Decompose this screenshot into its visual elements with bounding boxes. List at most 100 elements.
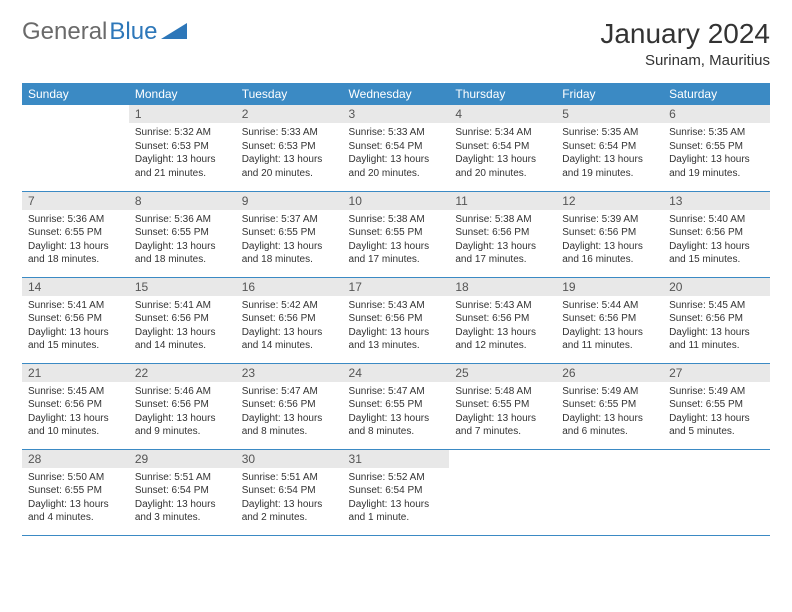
- calendar-day-cell: 13Sunrise: 5:40 AMSunset: 6:56 PMDayligh…: [663, 191, 770, 277]
- sunset-text: Sunset: 6:53 PM: [135, 140, 230, 154]
- day-details: Sunrise: 5:39 AMSunset: 6:56 PMDaylight:…: [556, 210, 663, 272]
- calendar-day-cell: 12Sunrise: 5:39 AMSunset: 6:56 PMDayligh…: [556, 191, 663, 277]
- day-details: Sunrise: 5:51 AMSunset: 6:54 PMDaylight:…: [236, 468, 343, 530]
- day-details: Sunrise: 5:38 AMSunset: 6:55 PMDaylight:…: [343, 210, 450, 272]
- sunset-text: Sunset: 6:54 PM: [135, 484, 230, 498]
- daylight-text: Daylight: 13 hours and 19 minutes.: [562, 153, 657, 180]
- day-number: 23: [236, 364, 343, 382]
- sunset-text: Sunset: 6:55 PM: [562, 398, 657, 412]
- sunrise-text: Sunrise: 5:51 AM: [242, 471, 337, 485]
- weekday-header: Sunday: [22, 83, 129, 105]
- sunset-text: Sunset: 6:55 PM: [135, 226, 230, 240]
- calendar-day-cell: 16Sunrise: 5:42 AMSunset: 6:56 PMDayligh…: [236, 277, 343, 363]
- calendar-day-cell: 29Sunrise: 5:51 AMSunset: 6:54 PMDayligh…: [129, 449, 236, 535]
- calendar-day-cell: 8Sunrise: 5:36 AMSunset: 6:55 PMDaylight…: [129, 191, 236, 277]
- weekday-header-row: Sunday Monday Tuesday Wednesday Thursday…: [22, 83, 770, 105]
- sunrise-text: Sunrise: 5:43 AM: [349, 299, 444, 313]
- calendar-week-row: 28Sunrise: 5:50 AMSunset: 6:55 PMDayligh…: [22, 449, 770, 535]
- day-number: 17: [343, 278, 450, 296]
- sunrise-text: Sunrise: 5:45 AM: [669, 299, 764, 313]
- daylight-text: Daylight: 13 hours and 9 minutes.: [135, 412, 230, 439]
- sunset-text: Sunset: 6:56 PM: [669, 312, 764, 326]
- day-details: Sunrise: 5:34 AMSunset: 6:54 PMDaylight:…: [449, 123, 556, 185]
- calendar-day-cell: 6Sunrise: 5:35 AMSunset: 6:55 PMDaylight…: [663, 105, 770, 191]
- sunset-text: Sunset: 6:56 PM: [455, 312, 550, 326]
- sunrise-text: Sunrise: 5:50 AM: [28, 471, 123, 485]
- day-details: Sunrise: 5:45 AMSunset: 6:56 PMDaylight:…: [22, 382, 129, 444]
- day-number: 4: [449, 105, 556, 123]
- day-details: Sunrise: 5:47 AMSunset: 6:55 PMDaylight:…: [343, 382, 450, 444]
- calendar-day-cell: 28Sunrise: 5:50 AMSunset: 6:55 PMDayligh…: [22, 449, 129, 535]
- day-details: Sunrise: 5:37 AMSunset: 6:55 PMDaylight:…: [236, 210, 343, 272]
- calendar-day-cell: 10Sunrise: 5:38 AMSunset: 6:55 PMDayligh…: [343, 191, 450, 277]
- calendar-day-cell: 30Sunrise: 5:51 AMSunset: 6:54 PMDayligh…: [236, 449, 343, 535]
- day-number: 20: [663, 278, 770, 296]
- day-number: 16: [236, 278, 343, 296]
- sunrise-text: Sunrise: 5:47 AM: [242, 385, 337, 399]
- daylight-text: Daylight: 13 hours and 20 minutes.: [349, 153, 444, 180]
- calendar-body: .1Sunrise: 5:32 AMSunset: 6:53 PMDayligh…: [22, 105, 770, 535]
- day-details: Sunrise: 5:45 AMSunset: 6:56 PMDaylight:…: [663, 296, 770, 358]
- day-details: Sunrise: 5:43 AMSunset: 6:56 PMDaylight:…: [449, 296, 556, 358]
- calendar-day-cell: 25Sunrise: 5:48 AMSunset: 6:55 PMDayligh…: [449, 363, 556, 449]
- calendar-day-cell: 18Sunrise: 5:43 AMSunset: 6:56 PMDayligh…: [449, 277, 556, 363]
- sunrise-text: Sunrise: 5:37 AM: [242, 213, 337, 227]
- day-number: 15: [129, 278, 236, 296]
- daylight-text: Daylight: 13 hours and 8 minutes.: [242, 412, 337, 439]
- day-number: 2: [236, 105, 343, 123]
- weekday-header: Thursday: [449, 83, 556, 105]
- sunrise-text: Sunrise: 5:34 AM: [455, 126, 550, 140]
- sunrise-text: Sunrise: 5:46 AM: [135, 385, 230, 399]
- day-number: 19: [556, 278, 663, 296]
- day-details: Sunrise: 5:52 AMSunset: 6:54 PMDaylight:…: [343, 468, 450, 530]
- logo-text-blue: Blue: [109, 18, 157, 46]
- day-number: 3: [343, 105, 450, 123]
- day-number: 28: [22, 450, 129, 468]
- day-number: 18: [449, 278, 556, 296]
- day-number: 29: [129, 450, 236, 468]
- daylight-text: Daylight: 13 hours and 17 minutes.: [455, 240, 550, 267]
- daylight-text: Daylight: 13 hours and 13 minutes.: [349, 326, 444, 353]
- logo-text-general: General: [22, 18, 107, 46]
- sunrise-text: Sunrise: 5:33 AM: [242, 126, 337, 140]
- calendar-week-row: .1Sunrise: 5:32 AMSunset: 6:53 PMDayligh…: [22, 105, 770, 191]
- daylight-text: Daylight: 13 hours and 10 minutes.: [28, 412, 123, 439]
- calendar-table: Sunday Monday Tuesday Wednesday Thursday…: [22, 83, 770, 536]
- daylight-text: Daylight: 13 hours and 14 minutes.: [135, 326, 230, 353]
- sunset-text: Sunset: 6:56 PM: [562, 226, 657, 240]
- calendar-day-cell: 5Sunrise: 5:35 AMSunset: 6:54 PMDaylight…: [556, 105, 663, 191]
- sunrise-text: Sunrise: 5:40 AM: [669, 213, 764, 227]
- daylight-text: Daylight: 13 hours and 14 minutes.: [242, 326, 337, 353]
- day-details: Sunrise: 5:49 AMSunset: 6:55 PMDaylight:…: [556, 382, 663, 444]
- sunrise-text: Sunrise: 5:45 AM: [28, 385, 123, 399]
- sunset-text: Sunset: 6:55 PM: [349, 398, 444, 412]
- sunset-text: Sunset: 6:54 PM: [562, 140, 657, 154]
- daylight-text: Daylight: 13 hours and 11 minutes.: [669, 326, 764, 353]
- day-details: Sunrise: 5:35 AMSunset: 6:55 PMDaylight:…: [663, 123, 770, 185]
- calendar-day-cell: 7Sunrise: 5:36 AMSunset: 6:55 PMDaylight…: [22, 191, 129, 277]
- daylight-text: Daylight: 13 hours and 2 minutes.: [242, 498, 337, 525]
- sunset-text: Sunset: 6:56 PM: [349, 312, 444, 326]
- sunrise-text: Sunrise: 5:52 AM: [349, 471, 444, 485]
- day-number: 6: [663, 105, 770, 123]
- calendar-day-cell: 3Sunrise: 5:33 AMSunset: 6:54 PMDaylight…: [343, 105, 450, 191]
- day-details: Sunrise: 5:36 AMSunset: 6:55 PMDaylight:…: [22, 210, 129, 272]
- calendar-day-cell: 15Sunrise: 5:41 AMSunset: 6:56 PMDayligh…: [129, 277, 236, 363]
- weekday-header: Monday: [129, 83, 236, 105]
- sunrise-text: Sunrise: 5:47 AM: [349, 385, 444, 399]
- daylight-text: Daylight: 13 hours and 11 minutes.: [562, 326, 657, 353]
- day-details: Sunrise: 5:47 AMSunset: 6:56 PMDaylight:…: [236, 382, 343, 444]
- sunset-text: Sunset: 6:55 PM: [242, 226, 337, 240]
- day-number: 27: [663, 364, 770, 382]
- calendar-day-cell: .: [22, 105, 129, 191]
- daylight-text: Daylight: 13 hours and 1 minute.: [349, 498, 444, 525]
- sunrise-text: Sunrise: 5:43 AM: [455, 299, 550, 313]
- calendar-day-cell: 27Sunrise: 5:49 AMSunset: 6:55 PMDayligh…: [663, 363, 770, 449]
- sunrise-text: Sunrise: 5:44 AM: [562, 299, 657, 313]
- sunset-text: Sunset: 6:56 PM: [562, 312, 657, 326]
- calendar-day-cell: 2Sunrise: 5:33 AMSunset: 6:53 PMDaylight…: [236, 105, 343, 191]
- daylight-text: Daylight: 13 hours and 7 minutes.: [455, 412, 550, 439]
- daylight-text: Daylight: 13 hours and 15 minutes.: [28, 326, 123, 353]
- day-number: 12: [556, 192, 663, 210]
- daylight-text: Daylight: 13 hours and 18 minutes.: [28, 240, 123, 267]
